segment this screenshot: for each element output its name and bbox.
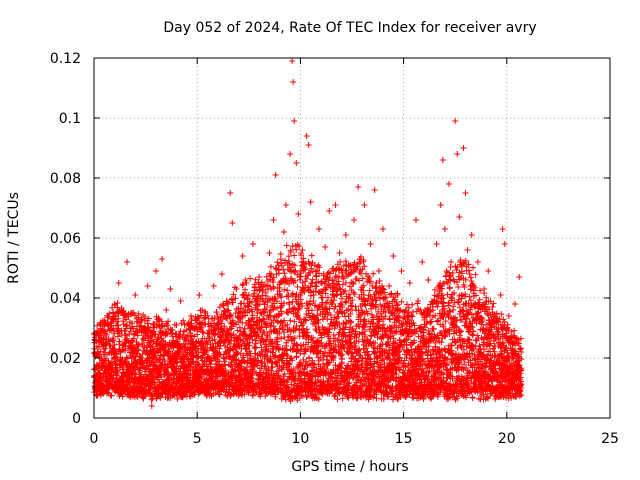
data-point bbox=[170, 337, 177, 344]
data-point bbox=[109, 304, 116, 311]
data-point bbox=[149, 344, 156, 351]
data-point bbox=[94, 391, 101, 398]
data-point bbox=[158, 342, 165, 349]
data-point bbox=[135, 341, 142, 348]
data-point bbox=[107, 361, 114, 368]
data-point bbox=[180, 359, 187, 366]
data-point bbox=[110, 326, 117, 333]
data-point bbox=[154, 376, 161, 383]
data-point bbox=[97, 348, 104, 355]
data-point bbox=[101, 355, 108, 362]
data-point bbox=[178, 378, 185, 385]
data-point bbox=[94, 392, 101, 399]
data-point bbox=[142, 314, 149, 321]
data-point bbox=[110, 337, 117, 344]
data-point bbox=[122, 332, 129, 339]
data-point bbox=[102, 357, 109, 364]
data-point bbox=[181, 321, 188, 328]
data-point bbox=[158, 373, 165, 380]
data-point bbox=[92, 366, 99, 373]
data-point bbox=[163, 330, 170, 337]
data-point bbox=[102, 345, 109, 352]
data-point bbox=[133, 329, 140, 336]
data-point bbox=[150, 321, 157, 328]
data-point bbox=[174, 395, 181, 402]
data-point bbox=[145, 315, 152, 322]
data-point bbox=[134, 332, 141, 339]
data-point bbox=[112, 312, 119, 319]
data-point bbox=[178, 390, 185, 397]
data-point bbox=[94, 322, 101, 329]
data-point bbox=[123, 322, 130, 329]
data-point bbox=[148, 396, 155, 403]
data-point bbox=[173, 391, 180, 398]
data-point bbox=[103, 331, 110, 338]
data-point bbox=[110, 349, 117, 356]
data-point bbox=[109, 337, 116, 344]
data-point bbox=[114, 333, 121, 340]
data-point bbox=[102, 328, 109, 335]
data-point bbox=[96, 367, 103, 374]
data-point bbox=[123, 323, 130, 330]
data-point bbox=[164, 322, 171, 329]
data-point bbox=[165, 318, 172, 325]
data-point bbox=[138, 384, 145, 391]
data-point bbox=[148, 337, 155, 344]
data-point bbox=[151, 353, 158, 360]
data-point bbox=[180, 317, 187, 324]
data-point bbox=[150, 375, 157, 382]
data-points bbox=[91, 58, 525, 409]
data-point bbox=[161, 357, 168, 364]
data-point bbox=[158, 362, 165, 369]
data-point bbox=[165, 371, 172, 378]
data-point bbox=[109, 359, 116, 366]
data-point bbox=[105, 313, 112, 320]
data-point bbox=[158, 318, 165, 325]
data-point bbox=[108, 392, 115, 399]
data-point bbox=[144, 320, 151, 327]
data-point bbox=[157, 394, 164, 401]
data-point bbox=[110, 374, 117, 381]
data-point bbox=[174, 338, 181, 345]
data-point bbox=[111, 330, 118, 337]
data-point bbox=[134, 394, 141, 401]
data-point bbox=[114, 369, 121, 376]
data-point bbox=[109, 365, 116, 372]
data-point bbox=[174, 359, 181, 366]
data-point bbox=[132, 312, 139, 319]
data-point bbox=[114, 318, 121, 325]
data-point bbox=[113, 351, 120, 358]
data-point bbox=[135, 310, 142, 317]
data-point bbox=[117, 348, 124, 355]
data-point bbox=[164, 331, 171, 338]
data-point bbox=[127, 382, 134, 389]
data-point bbox=[166, 348, 173, 355]
data-point bbox=[116, 338, 123, 345]
data-point bbox=[169, 385, 176, 392]
